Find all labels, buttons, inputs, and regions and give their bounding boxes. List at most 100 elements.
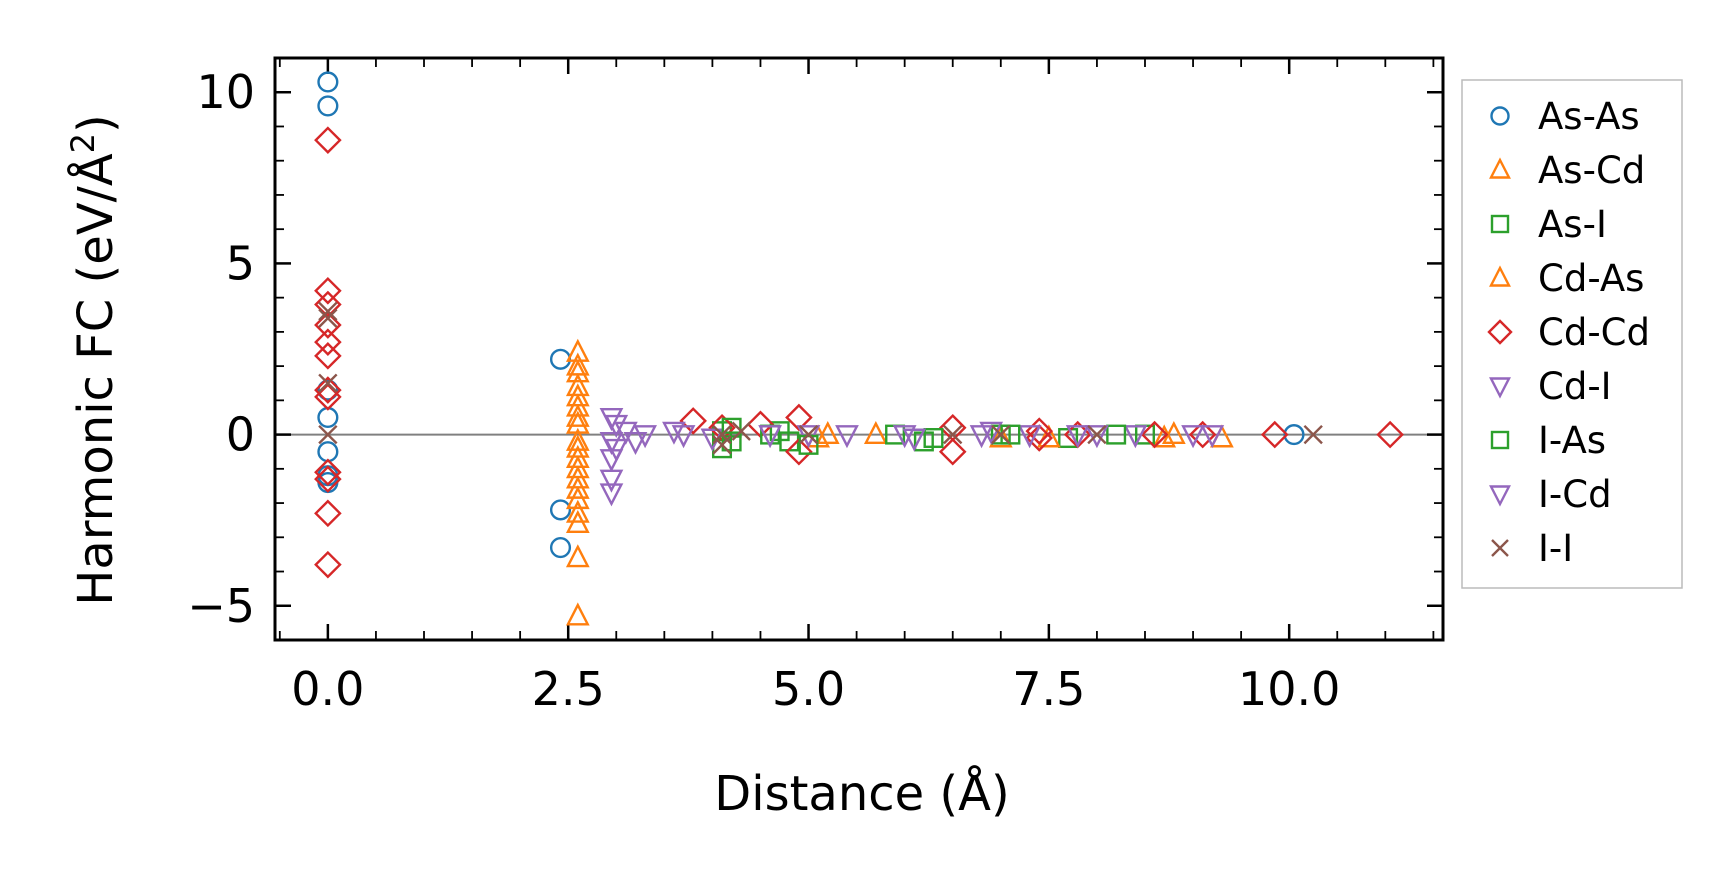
- data-point: [731, 421, 751, 441]
- data-point: [1188, 420, 1217, 449]
- data-point: [902, 428, 927, 452]
- y-tick-label: −5: [187, 579, 255, 633]
- series-i-i: [318, 301, 1323, 455]
- legend-marker: [1490, 430, 1510, 450]
- data-point: [991, 424, 1011, 445]
- legend: As-As As-Cd As-I Cd-As Cd-Cd Cd-I I-As I-Cd I-I: [1461, 79, 1683, 589]
- legend-label: As-Cd: [1538, 149, 1645, 192]
- data-point: [938, 437, 967, 466]
- data-point: [785, 403, 813, 432]
- data-point: [785, 437, 813, 466]
- data-point: [565, 403, 590, 427]
- data-point: [798, 424, 819, 445]
- data-point: [633, 425, 657, 449]
- data-point: [721, 431, 742, 452]
- x-tick-label: 7.5: [1012, 662, 1085, 716]
- data-point: [721, 417, 742, 438]
- series-i-as: [721, 417, 1127, 455]
- data-point: [923, 428, 944, 449]
- legend-label: I-I: [1538, 527, 1573, 570]
- data-point: [815, 420, 840, 445]
- data-point: [314, 465, 342, 493]
- data-point: [679, 407, 707, 435]
- legend-label: I-As: [1538, 419, 1606, 462]
- data-point: [1036, 424, 1061, 448]
- data-point: [314, 458, 342, 487]
- legend-marker: [1490, 214, 1510, 234]
- legend-label: Cd-As: [1538, 257, 1644, 300]
- legend-marker: [1489, 485, 1511, 507]
- data-point: [1260, 420, 1289, 449]
- data-point: [549, 537, 572, 559]
- data-point: [549, 348, 572, 370]
- legend-marker: [1487, 319, 1513, 345]
- data-point: [758, 425, 782, 449]
- data-point: [671, 425, 696, 449]
- data-point: [599, 469, 624, 493]
- data-point: [314, 311, 342, 339]
- data-point: [318, 301, 338, 321]
- y-axis-label-sup: 2: [64, 133, 102, 153]
- data-point: [863, 420, 888, 445]
- data-point: [314, 126, 342, 154]
- x-tick-label: 10.0: [1238, 662, 1340, 716]
- data-point: [892, 425, 917, 449]
- series-as-as: [317, 71, 1305, 559]
- axis-labels: Distance (Å) Harmonic FC (eV/Å2): [64, 114, 1010, 822]
- y-axis-label-main: Harmonic FC (eV/Å: [67, 153, 124, 606]
- series-cd-cd: [314, 126, 1404, 579]
- series-as-cd: [565, 338, 1234, 626]
- data-point: [565, 359, 590, 383]
- data-point: [599, 483, 624, 507]
- data-point: [604, 438, 629, 462]
- data-point: [565, 486, 590, 510]
- data-point: [565, 544, 590, 568]
- data-point: [1210, 424, 1234, 448]
- data-point: [712, 435, 732, 455]
- axes-frame: 0.0 2.5 5.0 7.5 10.0 −5 0 5 10: [187, 56, 1445, 716]
- data-point: [1161, 420, 1186, 445]
- data-point: [314, 550, 342, 579]
- data-point: [1152, 424, 1177, 448]
- x-tick-label: 5.0: [772, 662, 845, 716]
- y-tick-label: 10: [196, 65, 255, 119]
- data-point: [1017, 425, 1042, 449]
- y-tick-label: 0: [226, 408, 255, 462]
- data-point: [943, 424, 963, 445]
- data-point: [317, 71, 339, 93]
- data-point: [604, 414, 629, 438]
- data-point: [314, 328, 342, 356]
- data-point: [1303, 424, 1323, 445]
- data-point: [318, 373, 338, 393]
- legend-marker: [1489, 157, 1511, 179]
- data-point: [565, 602, 590, 626]
- data-point: [1025, 424, 1054, 452]
- data-point: [314, 342, 342, 370]
- data-point: [314, 376, 342, 404]
- x-tick-label: 2.5: [532, 662, 605, 716]
- data-point: [969, 425, 994, 449]
- legend-label: As-I: [1538, 203, 1607, 246]
- legend-label: As-As: [1538, 95, 1640, 138]
- data-point: [623, 431, 648, 456]
- data-point: [565, 352, 590, 376]
- data-point: [314, 277, 342, 305]
- data-point: [1200, 425, 1225, 449]
- data-points: [314, 71, 1404, 626]
- data-point: [1376, 420, 1404, 449]
- data-point: [317, 441, 339, 463]
- x-axis-label: Distance (Å): [714, 765, 1009, 822]
- data-point: [1181, 425, 1205, 449]
- data-point: [318, 424, 338, 445]
- data-point: [1123, 425, 1148, 449]
- legend-marker: [1489, 377, 1511, 399]
- y-tick-label: 5: [226, 236, 255, 290]
- data-point: [317, 95, 339, 117]
- data-point: [1065, 425, 1090, 449]
- data-point: [565, 499, 590, 523]
- data-point: [662, 421, 686, 445]
- series-cd-i: [599, 408, 1225, 507]
- data-point: [314, 499, 342, 528]
- data-point: [314, 383, 342, 411]
- data-point: [318, 308, 338, 328]
